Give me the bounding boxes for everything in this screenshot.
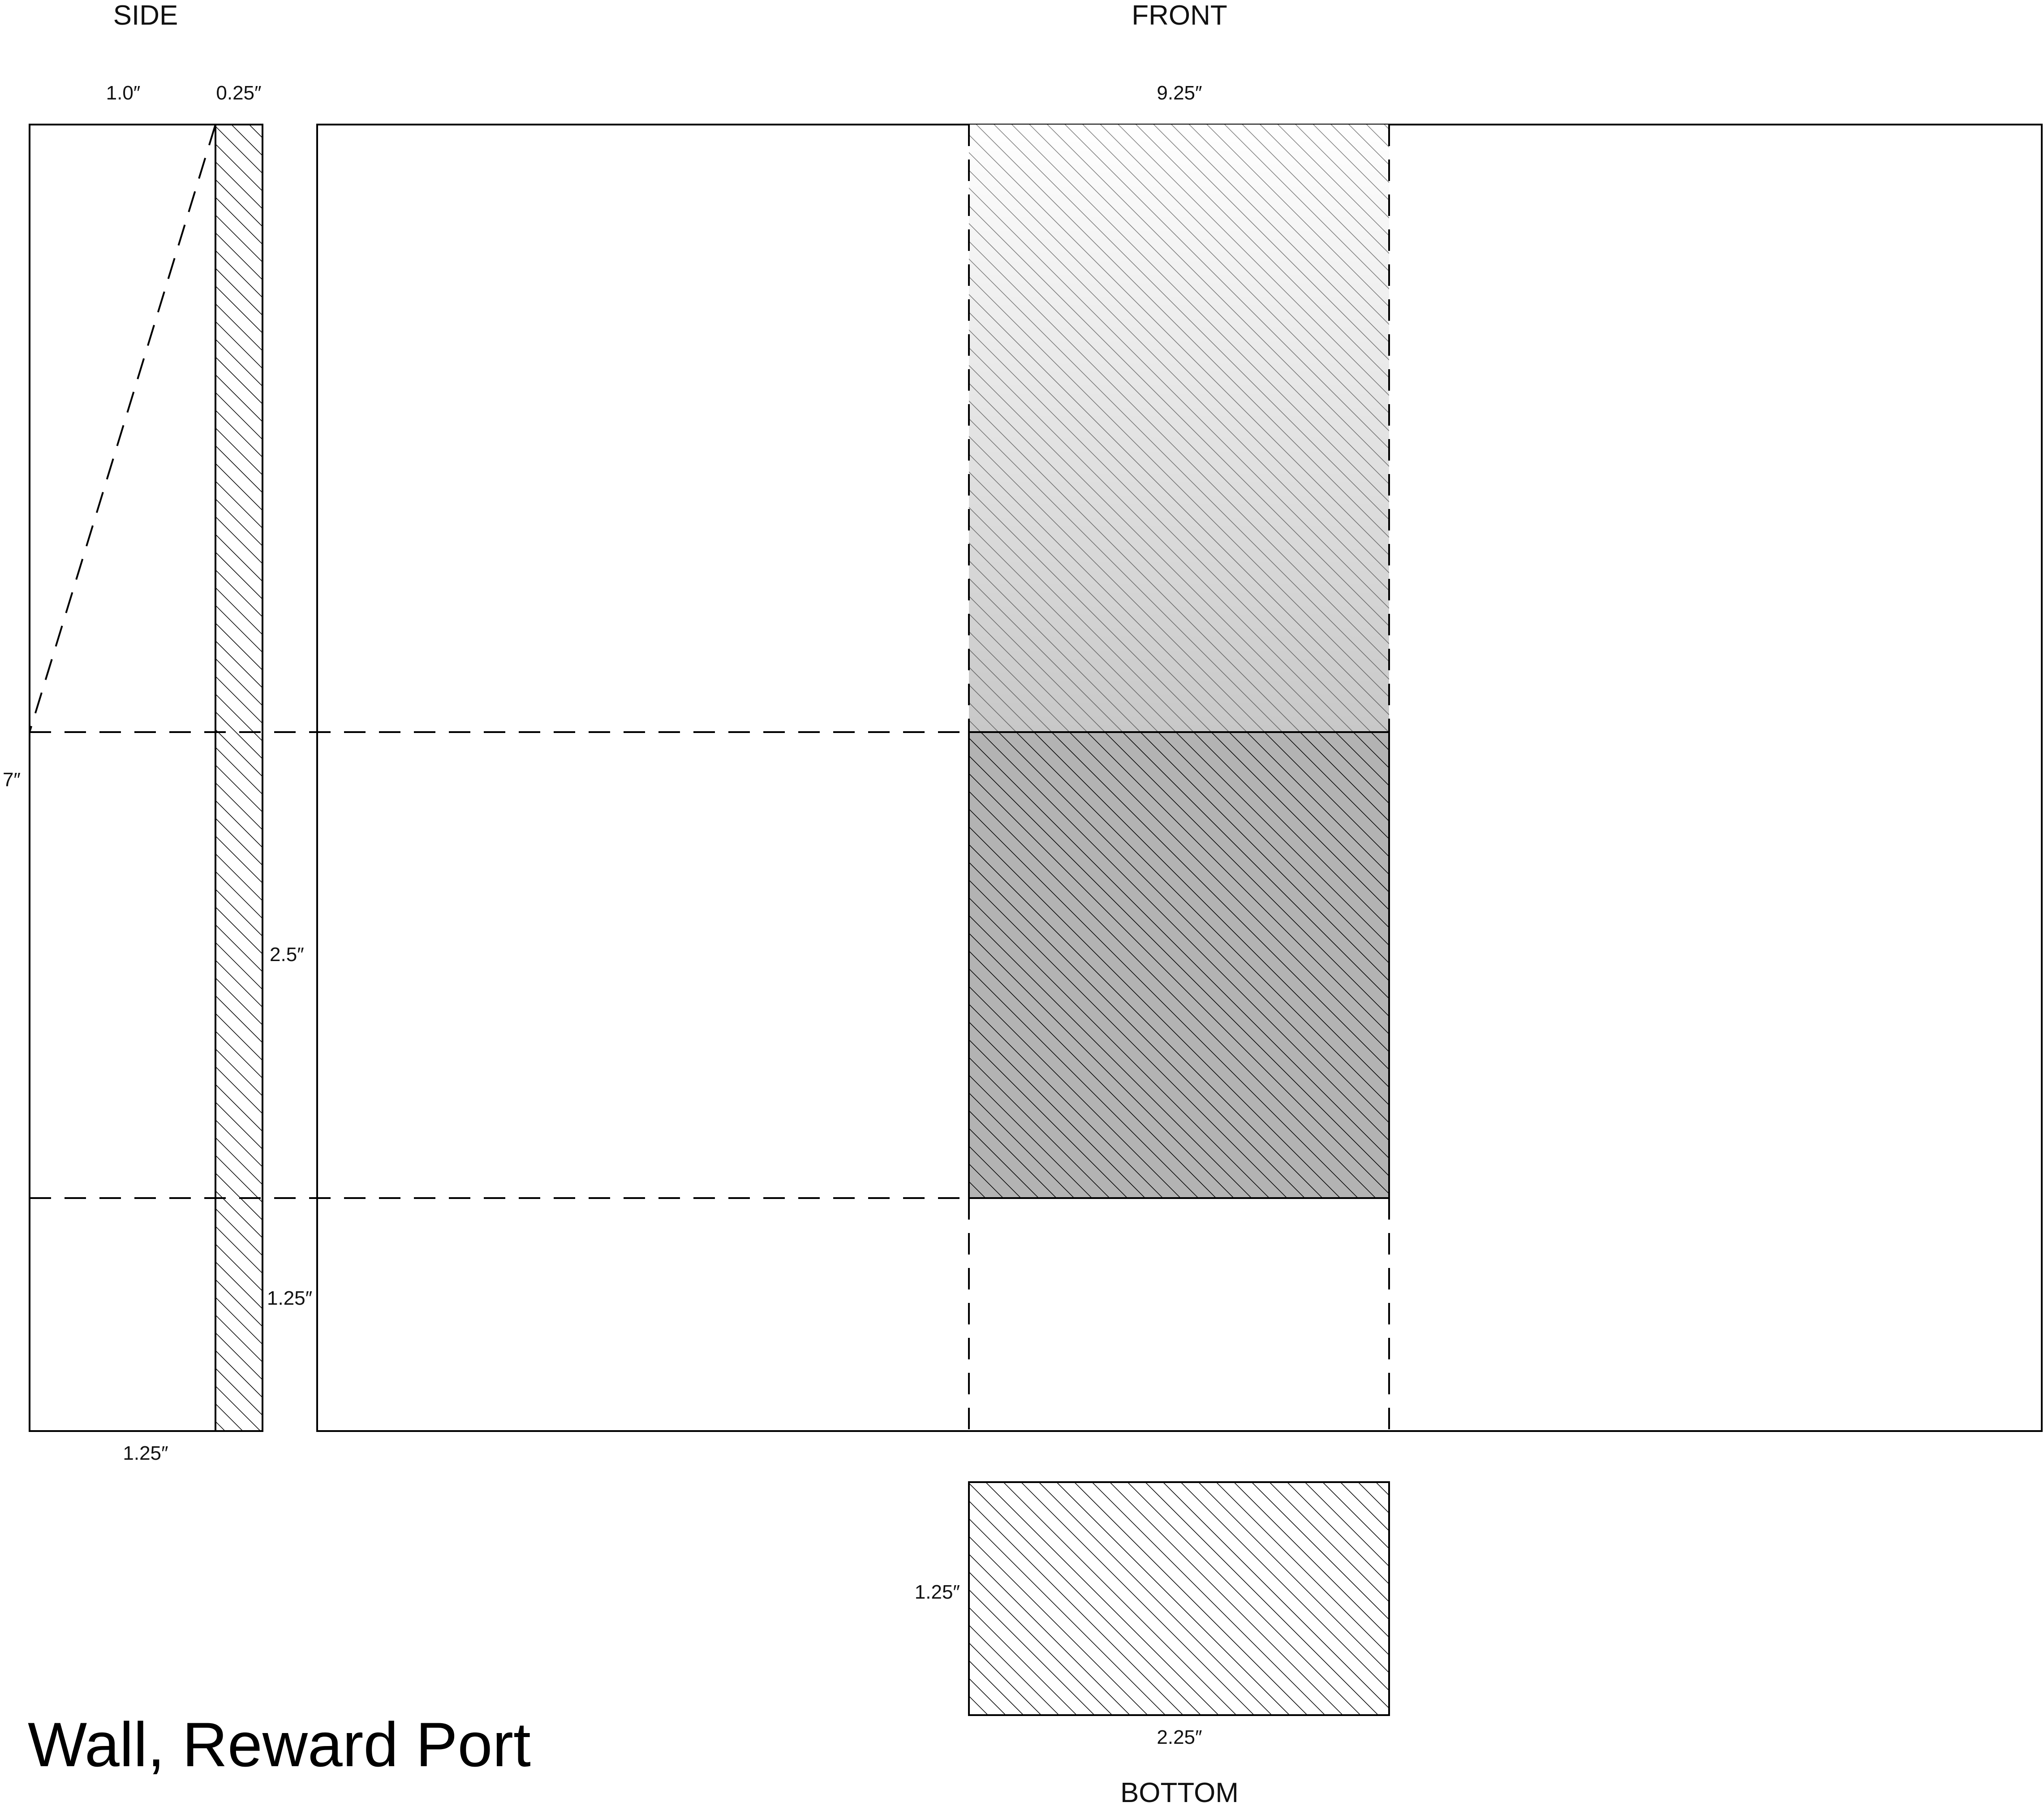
dim-bottom-depth: 1.25″ <box>915 1581 960 1603</box>
dim-side-wall-thickness: 0.25″ <box>216 82 261 104</box>
bottom-view-hatched <box>968 1481 1390 1716</box>
reward-port-hatch <box>968 731 1390 1199</box>
front-upper-hatch <box>969 125 1389 732</box>
bottom-view-label: BOTTOM <box>1120 1777 1239 1808</box>
dim-side-port-height: 2.5″ <box>270 944 304 966</box>
dim-front-width: 9.25″ <box>1157 82 1202 104</box>
side-view-label: SIDE <box>113 0 178 31</box>
dim-bottom-width: 2.25″ <box>1157 1726 1202 1748</box>
side-slope-dashed-line <box>29 124 216 733</box>
front-view-label: FRONT <box>1132 0 1227 31</box>
dim-side-top-width: 1.0″ <box>106 82 141 104</box>
side-view <box>29 124 263 1432</box>
side-wall-hatched <box>215 124 263 1432</box>
front-view <box>316 124 2043 1432</box>
drawing-title: Wall, Reward Port <box>28 1709 531 1780</box>
projection-lines <box>30 125 1390 1431</box>
dim-side-height: 7″ <box>3 769 21 791</box>
dim-side-lower-height: 1.25″ <box>267 1287 312 1309</box>
dim-side-base-width: 1.25″ <box>123 1442 168 1464</box>
bottom-view <box>968 1481 1390 1716</box>
